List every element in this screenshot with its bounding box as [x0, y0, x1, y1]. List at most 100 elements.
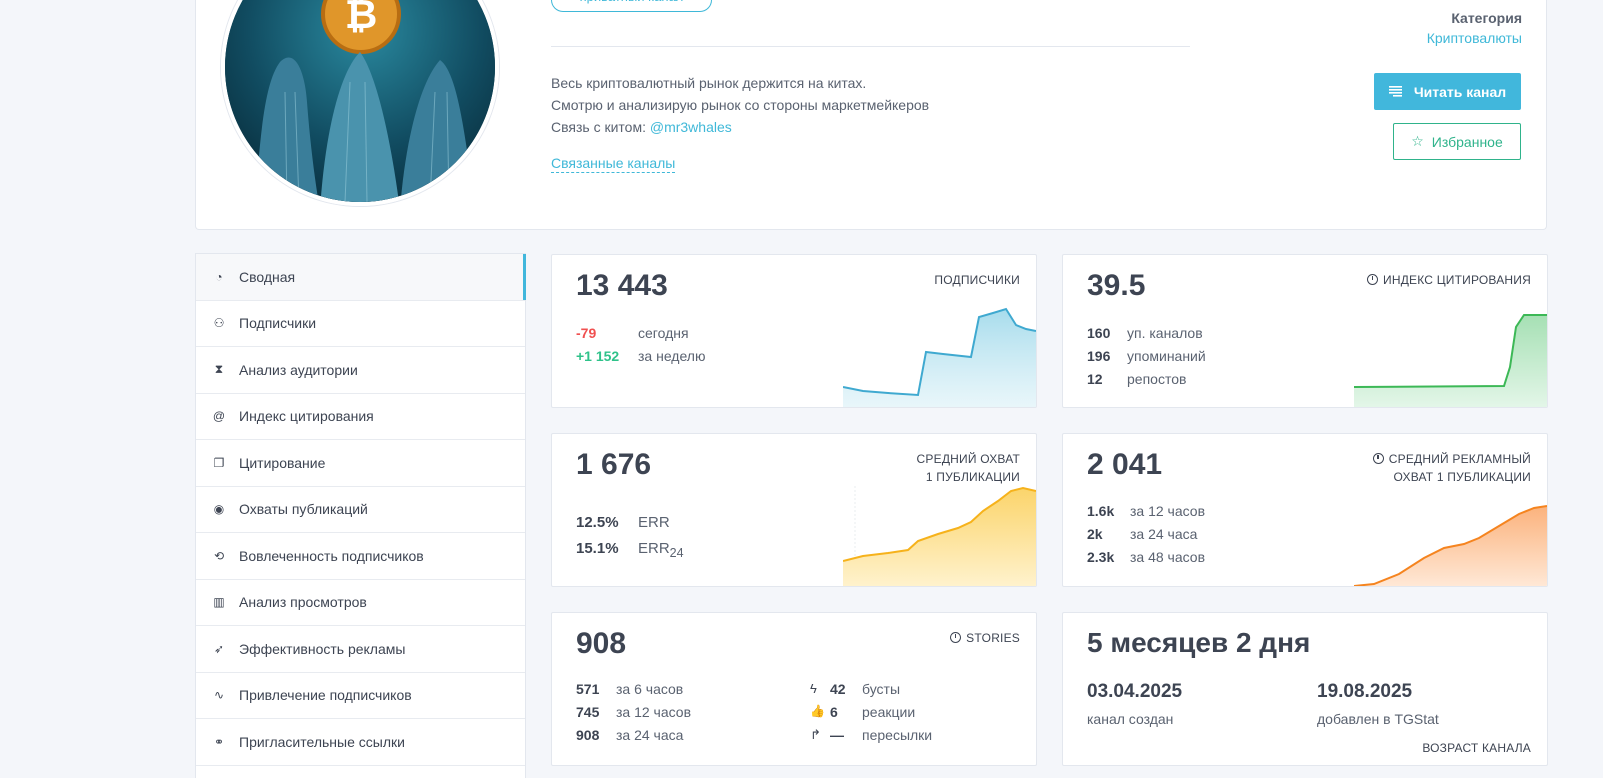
- trend-icon: ∿: [213, 688, 225, 703]
- ad-reach-label: средний рекламный охват 1 публикации: [1372, 450, 1531, 486]
- sidebar-item-summary[interactable]: ◔ Сводная: [196, 254, 526, 301]
- eye-icon: ◉: [213, 502, 225, 517]
- ad-reach-row-label: за 48 часов: [1130, 549, 1206, 565]
- sidebar-item-views[interactable]: ▥ Анализ просмотров: [196, 580, 525, 626]
- ad-reach-row-label: за 24 часа: [1130, 526, 1198, 542]
- contact-link[interactable]: @mr3whales: [649, 119, 732, 135]
- added-date: 19.08.2025: [1317, 681, 1413, 702]
- sidebar-item-acquisition[interactable]: ∿ Привлечение подписчиков: [196, 673, 525, 719]
- list-icon: [1388, 84, 1402, 100]
- description-contact-prefix: Связь с китом:: [551, 119, 646, 135]
- subscribers-label: подписчики: [934, 273, 1020, 287]
- err24-subscript: 24: [669, 546, 684, 560]
- reach-card[interactable]: 1 676 средний охват 1 публикации 12.5% E…: [551, 433, 1037, 587]
- subscribers-today-value: -79: [576, 325, 597, 341]
- reach-label-line1: средний охват: [916, 452, 1020, 466]
- reactions-label: реакции: [862, 704, 916, 720]
- err24-row: 15.1% ERR24: [576, 540, 684, 560]
- rocket-icon: ➶: [213, 641, 225, 656]
- category-title: Категория: [1451, 10, 1522, 26]
- reactions-value: 6: [830, 704, 838, 720]
- citation-row-label: упоминаний: [1127, 348, 1206, 364]
- read-channel-label: Читать канал: [1413, 83, 1507, 100]
- citation-row-value: 196: [1087, 348, 1111, 364]
- stories-row-value: 908: [576, 727, 600, 743]
- stories-card[interactable]: 908 stories 571 за 6 часов 745 за 12 час…: [551, 612, 1037, 766]
- sidebar-item-citation-index[interactable]: @ Индекс цитирования: [196, 394, 525, 440]
- ad-reach-label-line2: охват 1 публикации: [1393, 470, 1531, 484]
- clock-icon: [1367, 274, 1379, 285]
- err-row: 12.5% ERR: [576, 514, 670, 531]
- err24-value: 15.1%: [576, 540, 619, 557]
- sidebar-item-label: Пригласительные ссылки: [239, 733, 405, 750]
- err-label: ERR: [638, 514, 670, 531]
- clock-icon: [950, 632, 962, 643]
- stories-row-value: 571: [576, 681, 600, 697]
- sidebar-item-label: Анализ аудитории: [239, 361, 358, 378]
- err24-label: ERR24: [638, 540, 684, 560]
- subscribers-sparkline: [843, 307, 1036, 407]
- stories-row: 571 за 6 часов: [576, 681, 683, 697]
- header-divider: [551, 46, 1190, 47]
- sidebar-item-label: Цитирование: [239, 454, 326, 471]
- bar-chart-icon: ▥: [213, 595, 225, 610]
- ad-reach-value: 2 041: [1087, 448, 1163, 481]
- channel-description: Весь криптовалютный рынок держится на ки…: [551, 72, 929, 138]
- sidebar-item-citation[interactable]: ❐ Цитирование: [196, 440, 525, 487]
- created-label: канал создан: [1087, 711, 1174, 727]
- ad-reach-row-value: 1.6k: [1087, 503, 1115, 519]
- err-value: 12.5%: [576, 514, 619, 531]
- read-channel-button[interactable]: Читать канал: [1374, 73, 1521, 110]
- citation-card[interactable]: 39.5 индекс цитирования 160 уп. каналов …: [1062, 254, 1548, 408]
- private-channel-badge[interactable]: приватный канал: [551, 0, 712, 12]
- sidebar-item-engagement[interactable]: ⟲ Вовлеченность подписчиков: [196, 533, 525, 580]
- ad-reach-row: 1.6k за 12 часов: [1087, 503, 1205, 519]
- channel-age-card[interactable]: 5 месяцев 2 дня 03.04.2025 канал создан …: [1062, 612, 1548, 766]
- sidebar-item-label: Вовлеченность подписчиков: [239, 547, 424, 564]
- stories-row-label: за 24 часа: [616, 727, 684, 743]
- sidebar-nav: ◔ Сводная ⚇ Подписчики ⧗ Анализ аудитори…: [195, 253, 526, 778]
- citation-row-value: 12: [1087, 371, 1103, 387]
- citation-row: 160 уп. каналов: [1087, 325, 1203, 341]
- subscribers-today-label: сегодня: [638, 325, 689, 341]
- ad-reach-row: 2k за 24 часа: [1087, 526, 1197, 542]
- channel-avatar: ₿: [221, 0, 499, 206]
- sidebar-item-invite-links[interactable]: ⚭ Пригласительные ссылки: [196, 719, 525, 766]
- stories-row-label: за 12 часов: [616, 704, 692, 720]
- subscribers-week-value: +1 152: [576, 348, 620, 364]
- sidebar-item-label: Индекс цитирования: [239, 408, 374, 425]
- sidebar-item-subscribers[interactable]: ⚇ Подписчики: [196, 301, 525, 347]
- stories-row-value: 745: [576, 704, 600, 720]
- citation-row-label: уп. каналов: [1127, 325, 1203, 341]
- link-icon: ⚭: [213, 734, 225, 749]
- stories-row-label: за 6 часов: [616, 681, 684, 697]
- favorite-button[interactable]: ☆ Избранное: [1393, 123, 1521, 160]
- bolt-icon: ϟ: [810, 681, 817, 696]
- ad-reach-row: 2.3k за 48 часов: [1087, 549, 1205, 565]
- subscribers-week-row: +1 152 за неделю: [576, 348, 705, 364]
- created-date: 03.04.2025: [1087, 681, 1183, 702]
- category-link[interactable]: Криптовалюты: [1426, 30, 1522, 46]
- dashboard-icon: ◔: [215, 269, 223, 284]
- ad-reach-label-line1: средний рекламный: [1388, 452, 1531, 466]
- thumbs-up-icon: 👍: [810, 704, 825, 718]
- related-channels-link[interactable]: Связанные каналы: [551, 155, 676, 173]
- stories-boosts-row: ϟ 42 бусты: [810, 681, 900, 697]
- sidebar-item-reach[interactable]: ◉ Охваты публикаций: [196, 487, 525, 533]
- reach-label-line2: 1 публикации: [925, 470, 1020, 484]
- users-icon: ⚇: [213, 316, 225, 331]
- sidebar-item-audience[interactable]: ⧗ Анализ аудитории: [196, 347, 525, 394]
- description-line-1: Весь криптовалютный рынок держится на ки…: [551, 75, 867, 91]
- engagement-icon: ⟲: [213, 548, 225, 563]
- sidebar-item-ad-efficiency[interactable]: ➶ Эффективность рекламы: [196, 626, 525, 673]
- subscribers-card[interactable]: 13 443 подписчики -79 сегодня +1 152 за …: [551, 254, 1037, 408]
- citation-row-value: 160: [1087, 325, 1111, 341]
- description-line-2: Смотрю и анализирую рынок со стороны мар…: [551, 97, 930, 113]
- sidebar-item-label: Эффективность рекламы: [239, 640, 406, 657]
- forwards-label: пересылки: [862, 727, 933, 743]
- at-icon: @: [212, 409, 226, 424]
- stories-label: stories: [950, 629, 1020, 647]
- citation-row-label: репостов: [1127, 371, 1187, 387]
- ad-reach-card[interactable]: 2 041 средний рекламный охват 1 публикац…: [1062, 433, 1548, 587]
- subscribers-count: 13 443: [576, 269, 668, 302]
